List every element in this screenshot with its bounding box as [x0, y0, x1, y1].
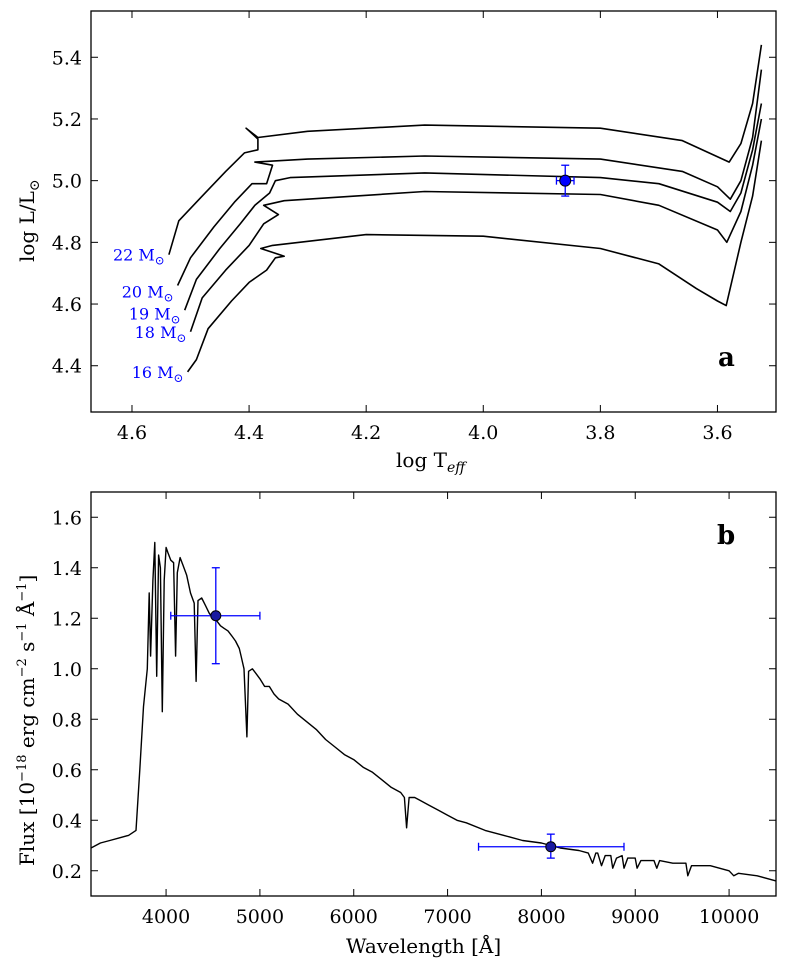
panel-b-ytick-label: 0.4 [52, 810, 82, 832]
track-18m [189, 118, 763, 333]
panel-b: 4000 5000 6000 7000 8000 9000 10000 0.2 0.4 0.6 0.… [14, 491, 777, 958]
panel-b-ytick-label: 0.2 [52, 861, 82, 883]
panel-a-letter: a [718, 343, 735, 373]
panel-a-ytick-label: 4.6 [52, 294, 82, 316]
panel-a-ytick-label: 4.4 [52, 356, 82, 378]
panel-b-letter: b [717, 521, 735, 551]
panel-b-xtick-label: 8000 [517, 906, 565, 928]
panel-a-ylabel: log L/L⊙ [15, 179, 43, 262]
panel-b-ytick-label: 1.0 [52, 659, 82, 681]
panel-a-xtick-label: 3.6 [702, 422, 732, 444]
phot-point [210, 610, 222, 622]
panel-b-xlabel: Wavelength [Å] [346, 933, 501, 958]
mass-label: 19 M⊙ [129, 304, 181, 326]
mass-label: 16 M⊙ [132, 363, 184, 385]
panel-b-observations [170, 567, 625, 859]
panel-a-ticks: 4.6 4.4 4.2 4.0 3.8 3.6 4.4 4.6 4.8 5.0 5.2 5.4 [52, 11, 776, 444]
panel-a-observation [555, 164, 575, 197]
mass-label: 22 M⊙ [113, 246, 165, 268]
panel-b-ytick-label: 1.6 [52, 507, 82, 529]
track-22m [168, 44, 763, 255]
panel-a-xtick-label: 4.6 [117, 422, 147, 444]
panel-b-xtick-label: 10000 [699, 906, 759, 928]
panel-a-ytick-label: 5.2 [52, 109, 82, 131]
panel-a-ytick-label: 4.8 [52, 232, 82, 254]
spectrum-line [90, 541, 777, 882]
panel-b-xtick-label: 6000 [330, 906, 378, 928]
track-19m [183, 103, 763, 311]
mass-label: 18 M⊙ [135, 323, 187, 345]
track-20m [176, 69, 763, 286]
mass-label: 20 M⊙ [122, 283, 174, 305]
panel-a-frame [90, 10, 777, 413]
panel-b-ytick-label: 1.2 [52, 608, 82, 630]
track-16m [186, 140, 763, 373]
panel-a-mass-labels: 22 M⊙ 20 M⊙19 M⊙18 M⊙ 16 M⊙ [113, 246, 187, 385]
panel-a-xtick-label: 4.4 [234, 422, 264, 444]
panel-b-ylabel: Flux [10−18 erg cm−2 s−1 Å−1] [14, 575, 39, 866]
panel-b-xtick-label: 5000 [236, 906, 284, 928]
panel-b-ytick-label: 1.4 [52, 558, 82, 580]
panel-a-xtick-label: 3.8 [585, 422, 615, 444]
panel-b-xtick-label: 9000 [611, 906, 659, 928]
panel-a-ytick-label: 5.0 [52, 171, 82, 193]
panel-b-ticks: 4000 5000 6000 7000 8000 9000 10000 0.2 0.4 0.6 0.… [52, 492, 776, 928]
panel-b-spectrum [90, 541, 777, 882]
obs-point [559, 174, 572, 187]
panel-a-xlabel: log Teff [396, 448, 467, 476]
panel-a-tracks [168, 44, 763, 373]
panel-a-xtick-label: 4.0 [468, 422, 498, 444]
phot-point [545, 841, 557, 853]
panel-b-frame [90, 491, 777, 897]
panel-b-xtick-label: 7000 [423, 906, 471, 928]
panel-a-xtick-label: 4.2 [351, 422, 381, 444]
panel-a: 4.6 4.4 4.2 4.0 3.8 3.6 4.4 4.6 4.8 5.0 5.2 5.4 22 … [15, 10, 777, 476]
panel-a-ytick-label: 5.4 [52, 47, 82, 69]
panel-b-xtick-label: 4000 [142, 906, 190, 928]
panel-b-ytick-label: 0.6 [52, 760, 82, 782]
panel-b-ytick-label: 0.8 [52, 709, 82, 731]
